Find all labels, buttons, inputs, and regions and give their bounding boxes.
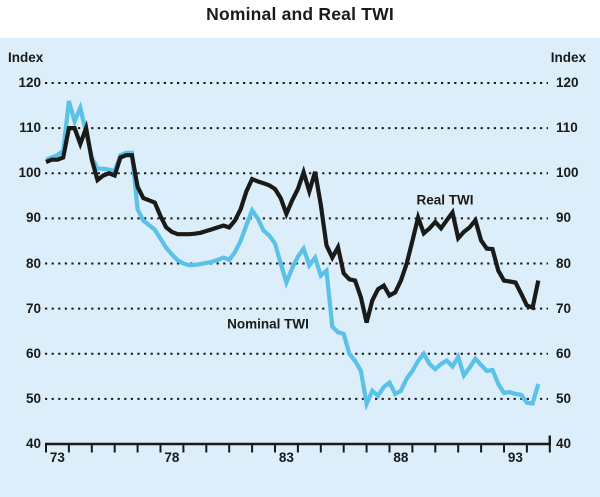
x-tick-label-93: 93 (507, 450, 523, 465)
y-tick-label-left-40: 40 (25, 436, 41, 451)
x-tick-label-88: 88 (393, 450, 409, 465)
x-axis (45, 435, 551, 453)
y-tick-label-left-90: 90 (25, 210, 41, 226)
y-tick-label-right-80: 80 (556, 255, 572, 271)
y-tick-label-left-80: 80 (25, 255, 41, 271)
gridlines (45, 82, 548, 400)
chart-panel (0, 38, 600, 497)
y-tick-label-right-120: 120 (556, 75, 579, 90)
y-tick-label-right-90: 90 (556, 210, 572, 226)
y-tick-label-left-110: 110 (19, 120, 41, 136)
real-twi-line (45, 120, 541, 324)
y-tick-label-left-100: 100 (18, 165, 41, 181)
y-axis-unit-left: Index (8, 50, 44, 65)
x-tick-label-78: 78 (164, 450, 180, 465)
y-tick-label-right-70: 70 (556, 300, 572, 316)
y-tick-label-right-110: 110 (556, 120, 578, 136)
x-tick-label-73: 73 (49, 450, 65, 465)
y-tick-label-left-70: 70 (25, 300, 41, 316)
y-axis-unit-right: Index (550, 50, 586, 65)
y-tick-label-right-50: 50 (556, 390, 572, 406)
y-tick-label-right-40: 40 (556, 436, 572, 451)
y-tick-label-left-50: 50 (25, 390, 41, 406)
nominal-twi-label: Nominal TWI (227, 316, 309, 332)
y-tick-label-left-60: 60 (25, 345, 41, 361)
y-tick-label-right-100: 100 (556, 165, 579, 181)
y-tick-label-left-120: 120 (18, 75, 41, 90)
y-tick-label-right-60: 60 (556, 345, 572, 361)
nominal-twi-line (45, 100, 541, 412)
x-tick-label-83: 83 (278, 450, 294, 465)
real-twi-label: Real TWI (416, 192, 474, 208)
chart-title: Nominal and Real TWI (206, 4, 394, 24)
